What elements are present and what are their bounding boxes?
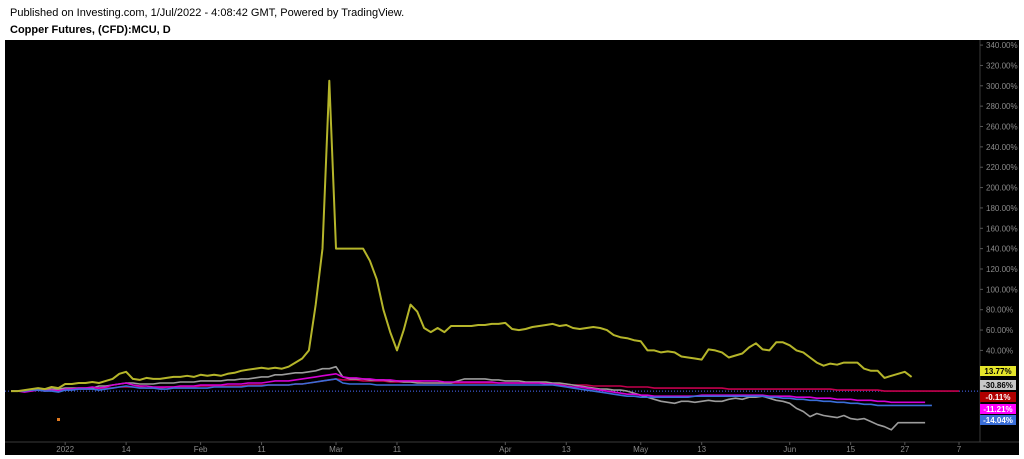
y-tick-label: 340.00%	[986, 41, 1018, 50]
y-tick-label: 320.00%	[986, 61, 1018, 70]
y-tick-label: 180.00%	[986, 204, 1018, 213]
x-tick-label: Jun	[783, 445, 796, 454]
x-tick-label: 14	[122, 445, 131, 454]
x-tick-label: 13	[697, 445, 706, 454]
event-marker[interactable]	[57, 418, 60, 421]
y-tick-label: 240.00%	[986, 143, 1018, 152]
y-tick-label: 280.00%	[986, 102, 1018, 111]
x-tick-label: 11	[393, 445, 402, 454]
value-tag	[980, 392, 1016, 402]
x-tick-label: May	[633, 445, 648, 454]
time-axis[interactable]	[5, 442, 1019, 455]
value-tag-label: -11.21%	[983, 405, 1012, 414]
y-tick-label: 120.00%	[986, 265, 1018, 274]
value-tag	[980, 415, 1016, 425]
y-tick-label: 100.00%	[986, 285, 1018, 294]
series-lines	[11, 79, 959, 431]
y-tick-label: 60.00%	[986, 326, 1013, 335]
x-tick-label: Feb	[194, 445, 208, 454]
x-tick-label: 27	[900, 445, 909, 454]
value-tag-label: 13.77%	[984, 367, 1011, 376]
value-tag-label: -0.11%	[986, 393, 1011, 402]
value-tag-label: -14.04%	[983, 416, 1013, 425]
chart-area[interactable]: 340.00% 320.00% 300.00% 280.00% 260.00% 240.0…	[5, 40, 1019, 455]
value-tag	[980, 380, 1016, 390]
y-tick-label: 300.00%	[986, 82, 1018, 91]
y-tick-label: 260.00%	[986, 123, 1018, 132]
plot-background	[5, 40, 980, 442]
symbol-title: Copper Futures, (CFD):MCU, D	[10, 24, 171, 36]
last-value-tags: 13.77% -30.86% -0.11% -11.21% -14.04%	[980, 366, 1016, 425]
series-line[interactable]	[11, 79, 913, 393]
value-tag-label: -30.86%	[983, 381, 1013, 390]
series-line[interactable]	[11, 378, 932, 407]
x-tick-label: 11	[257, 445, 266, 454]
published-notice: Published on Investing.com, 1/Jul/2022 -…	[10, 7, 405, 19]
y-tick-label: 160.00%	[986, 224, 1018, 233]
value-tag	[980, 404, 1016, 414]
series-line[interactable]	[11, 365, 926, 431]
x-tick-label: Mar	[329, 445, 343, 454]
y-tick-label: 220.00%	[986, 163, 1018, 172]
y-tick-label: 200.00%	[986, 184, 1018, 193]
x-tick-label: Apr	[499, 445, 512, 454]
value-tag	[980, 366, 1016, 376]
x-tick-label: 15	[846, 445, 855, 454]
x-tick-label: 13	[562, 445, 571, 454]
series-line[interactable]	[11, 372, 926, 404]
y-tick-label: 40.00%	[986, 346, 1013, 355]
y-tick-label: 140.00%	[986, 245, 1018, 254]
y-tick-label: 80.00%	[986, 306, 1013, 315]
x-tick-label: 2022	[56, 445, 74, 454]
x-axis-labels: 2022 14 Feb 11 Mar 11 Apr 13 May 13 Jun 15 27 7	[56, 442, 962, 454]
x-tick-label: 7	[957, 445, 962, 454]
